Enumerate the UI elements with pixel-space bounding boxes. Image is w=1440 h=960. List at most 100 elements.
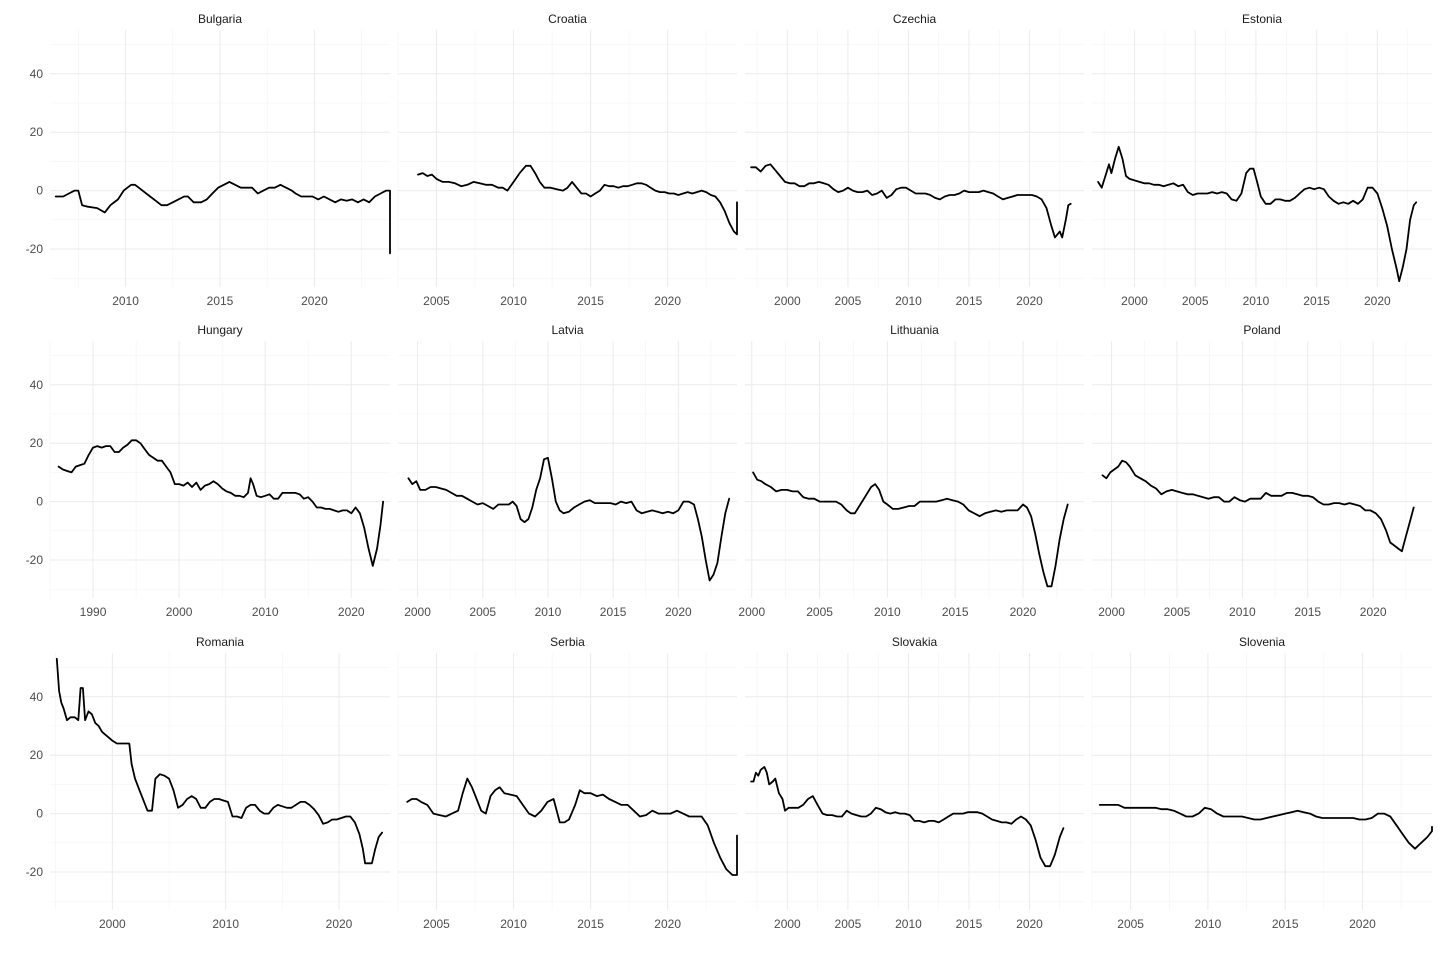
panel-title: Bulgaria [198, 12, 242, 26]
panel-title: Slovenia [1239, 635, 1285, 649]
facet-panel-lithuania: Lithuania 2000 2005 2010 2015 2020 [738, 323, 1084, 619]
series-line-hungary [57, 439, 385, 567]
panel-title: Croatia [548, 12, 587, 26]
x-tick-label: 2010 [112, 294, 139, 308]
series-line-czechia [750, 163, 1072, 239]
x-tick-label: 2005 [1164, 605, 1191, 619]
x-tick-label: 2015 [577, 917, 604, 931]
y-tick-label: 0 [36, 807, 43, 821]
x-tick-label: 2005 [469, 605, 496, 619]
facet-panel-czechia: Czechia 2000 2005 2010 2015 2020 [745, 12, 1084, 308]
x-tick-label: 2000 [99, 917, 126, 931]
x-tick-label: 2010 [1243, 294, 1270, 308]
series-line-lithuania [752, 471, 1069, 588]
facet-panel-hungary: Hungary -20 0 20 40 1990 2000 2010 2020 [26, 323, 390, 619]
panel-title: Romania [196, 635, 244, 649]
x-tick-label: 2000 [738, 605, 765, 619]
x-tick-label: 2010 [500, 294, 527, 308]
y-tick-label: 20 [30, 125, 44, 139]
panel-title: Czechia [893, 12, 937, 26]
x-tick-label: 2015 [1303, 294, 1330, 308]
y-tick-label: -20 [26, 242, 44, 256]
x-tick-label: 2010 [252, 605, 279, 619]
facet-panel-poland: Poland 2000 2005 2010 2015 2020 [1092, 323, 1432, 619]
facet-panel-bulgaria: Bulgaria -20 0 20 40 2010 2015 2020 [26, 12, 391, 308]
facet-panel-estonia: Estonia 2000 2005 2010 2015 2020 [1092, 12, 1432, 308]
x-tick-label: 2020 [654, 917, 681, 931]
x-tick-label: 2020 [1364, 294, 1391, 308]
panel-title: Hungary [197, 323, 242, 337]
y-tick-label: 20 [30, 748, 44, 762]
x-tick-label: 2010 [1195, 917, 1222, 931]
series-line-croatia [417, 164, 738, 236]
x-tick-label: 2020 [665, 605, 692, 619]
x-tick-label: 2020 [1016, 294, 1043, 308]
x-tick-label: 2000 [1098, 605, 1125, 619]
series-line-romania [55, 657, 384, 865]
x-tick-label: 2015 [1272, 917, 1299, 931]
panel-title: Slovakia [892, 635, 938, 649]
y-tick-label: 40 [30, 378, 44, 392]
x-tick-label: 2000 [404, 605, 431, 619]
series-line-latvia [407, 456, 731, 582]
x-tick-label: 2005 [423, 294, 450, 308]
x-tick-label: 1990 [80, 605, 107, 619]
series-line-estonia [1097, 145, 1418, 283]
facet-panel-latvia: Latvia 2000 2005 2010 2015 2020 [398, 323, 737, 619]
x-tick-label: 2020 [654, 294, 681, 308]
series-line-slovakia [750, 766, 1065, 868]
x-tick-label: 2010 [500, 917, 527, 931]
y-tick-label: -20 [26, 553, 44, 567]
y-tick-label: 0 [36, 495, 43, 509]
x-tick-label: 2005 [835, 294, 862, 308]
series-line-slovenia [1098, 804, 1433, 850]
panel-title: Lithuania [890, 323, 939, 337]
x-tick-label: 2015 [577, 294, 604, 308]
facet-panel-slovakia: Slovakia 2000 2005 2010 2015 2020 [745, 635, 1084, 931]
x-tick-label: 2020 [1360, 605, 1387, 619]
x-tick-label: 2005 [835, 917, 862, 931]
x-tick-label: 2000 [166, 605, 193, 619]
x-tick-label: 2020 [338, 605, 365, 619]
x-tick-label: 2020 [301, 294, 328, 308]
x-tick-label: 2000 [774, 294, 801, 308]
x-tick-label: 2010 [212, 917, 239, 931]
x-tick-label: 2020 [1349, 917, 1376, 931]
x-tick-label: 2000 [774, 917, 801, 931]
y-tick-label: 40 [30, 690, 44, 704]
x-tick-label: 2005 [1182, 294, 1209, 308]
panel-title: Poland [1243, 323, 1280, 337]
panel-title: Serbia [550, 635, 585, 649]
x-tick-label: 2010 [874, 605, 901, 619]
y-tick-label: 20 [30, 436, 44, 450]
x-tick-label: 2015 [1294, 605, 1321, 619]
x-tick-label: 2015 [600, 605, 627, 619]
x-tick-label: 2010 [895, 917, 922, 931]
facet-panel-romania: Romania -20 0 20 40 2000 2010 2020 [26, 635, 390, 931]
facet-panel-slovenia: Slovenia 2005 2010 2015 2020 [1091, 635, 1433, 931]
x-tick-label: 2005 [806, 605, 833, 619]
x-tick-label: 2015 [956, 917, 983, 931]
y-tick-label: -20 [26, 865, 44, 879]
panel-title: Latvia [551, 323, 583, 337]
x-tick-label: 2005 [1117, 917, 1144, 931]
panel-title: Estonia [1242, 12, 1282, 26]
x-tick-label: 2020 [326, 917, 353, 931]
series-line-serbia [406, 777, 738, 876]
x-tick-label: 2005 [423, 917, 450, 931]
series-line-bulgaria [54, 180, 391, 255]
y-tick-label: 40 [30, 67, 44, 81]
x-tick-label: 2015 [207, 294, 234, 308]
x-tick-label: 2010 [535, 605, 562, 619]
x-tick-label: 2015 [942, 605, 969, 619]
y-tick-label: 0 [36, 184, 43, 198]
x-tick-label: 2020 [1016, 917, 1043, 931]
facet-panel-serbia: Serbia 2005 2010 2015 2020 [397, 635, 738, 931]
x-tick-label: 2000 [1121, 294, 1148, 308]
x-tick-label: 2015 [956, 294, 983, 308]
x-tick-label: 2020 [1010, 605, 1037, 619]
facet-panel-croatia: Croatia 2005 2010 2015 2020 [397, 12, 738, 308]
x-tick-label: 2010 [1229, 605, 1256, 619]
series-line-poland [1101, 459, 1415, 553]
